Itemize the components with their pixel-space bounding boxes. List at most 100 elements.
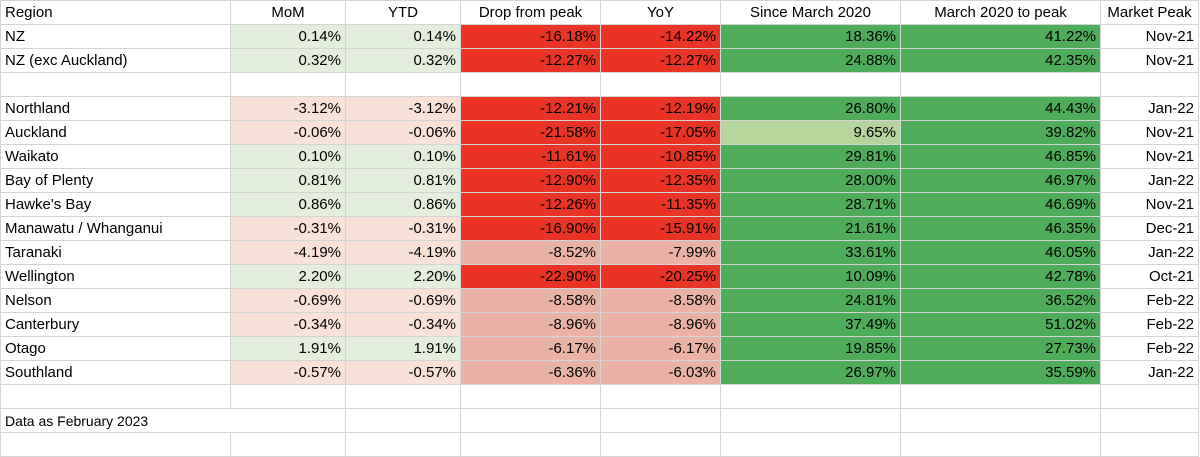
drop-from-peak-header[interactable]: Drop from peak <box>460 0 601 25</box>
market-peak-cell[interactable]: Feb-22 <box>1100 288 1199 313</box>
market-peak-header[interactable]: Market Peak <box>1100 0 1199 25</box>
since-march-2020-cell[interactable]: 21.61% <box>720 216 901 241</box>
march-2020-to-peak-cell[interactable]: 46.85% <box>900 144 1101 169</box>
yoy-cell[interactable]: -8.96% <box>600 312 721 337</box>
ytd-cell[interactable]: 2.20% <box>345 264 461 289</box>
march-2020-to-peak-cell[interactable]: 36.52% <box>900 288 1101 313</box>
empty-cell[interactable] <box>460 72 601 97</box>
mom-cell[interactable]: 2.20% <box>230 264 346 289</box>
ytd-cell[interactable]: -0.34% <box>345 312 461 337</box>
since-march-2020-cell[interactable]: 37.49% <box>720 312 901 337</box>
drop-from-peak-cell[interactable]: -6.17% <box>460 336 601 361</box>
mom-cell[interactable]: 0.14% <box>230 24 346 49</box>
yoy-cell[interactable]: -7.99% <box>600 240 721 265</box>
since-march-2020-cell[interactable]: 33.61% <box>720 240 901 265</box>
since-march-2020-cell[interactable]: 10.09% <box>720 264 901 289</box>
market-peak-cell[interactable]: Nov-21 <box>1100 48 1199 73</box>
drop-from-peak-cell[interactable]: -12.27% <box>460 48 601 73</box>
empty-cell[interactable] <box>600 384 721 409</box>
since-march-2020-cell[interactable]: 19.85% <box>720 336 901 361</box>
empty-cell[interactable] <box>0 72 231 97</box>
since-march-2020-cell[interactable]: 9.65% <box>720 120 901 145</box>
empty-cell[interactable] <box>230 384 346 409</box>
mom-header[interactable]: MoM <box>230 0 346 25</box>
market-peak-cell[interactable]: Jan-22 <box>1100 360 1199 385</box>
yoy-cell[interactable]: -17.05% <box>600 120 721 145</box>
empty-cell[interactable] <box>1100 432 1199 457</box>
march-2020-to-peak-cell[interactable]: 27.73% <box>900 336 1101 361</box>
empty-cell[interactable] <box>600 72 721 97</box>
mom-cell[interactable]: -0.69% <box>230 288 346 313</box>
ytd-cell[interactable]: 0.10% <box>345 144 461 169</box>
since-march-2020-header[interactable]: Since March 2020 <box>720 0 901 25</box>
drop-from-peak-cell[interactable]: -22.90% <box>460 264 601 289</box>
empty-cell[interactable] <box>345 432 461 457</box>
drop-from-peak-cell[interactable]: -12.21% <box>460 96 601 121</box>
yoy-cell[interactable]: -6.03% <box>600 360 721 385</box>
ytd-cell[interactable]: 0.86% <box>345 192 461 217</box>
drop-from-peak-cell[interactable]: -16.18% <box>460 24 601 49</box>
empty-cell[interactable] <box>720 432 901 457</box>
market-peak-cell[interactable]: Nov-21 <box>1100 24 1199 49</box>
empty-cell[interactable] <box>460 432 601 457</box>
yoy-cell[interactable]: -12.27% <box>600 48 721 73</box>
march-2020-to-peak-cell[interactable]: 46.05% <box>900 240 1101 265</box>
yoy-cell[interactable]: -20.25% <box>600 264 721 289</box>
market-peak-cell[interactable]: Nov-21 <box>1100 192 1199 217</box>
drop-from-peak-cell[interactable]: -8.96% <box>460 312 601 337</box>
market-peak-cell[interactable]: Nov-21 <box>1100 144 1199 169</box>
march-2020-to-peak-cell[interactable]: 39.82% <box>900 120 1101 145</box>
mom-cell[interactable]: -3.12% <box>230 96 346 121</box>
region-cell[interactable]: Hawke's Bay <box>0 192 231 217</box>
drop-from-peak-cell[interactable]: -8.58% <box>460 288 601 313</box>
mom-cell[interactable]: 0.86% <box>230 192 346 217</box>
region-cell[interactable]: Nelson <box>0 288 231 313</box>
empty-cell[interactable] <box>900 72 1101 97</box>
market-peak-cell[interactable]: Feb-22 <box>1100 336 1199 361</box>
market-peak-cell[interactable]: Feb-22 <box>1100 312 1199 337</box>
empty-cell[interactable] <box>460 408 601 433</box>
empty-cell[interactable] <box>900 384 1101 409</box>
march-2020-to-peak-cell[interactable]: 46.69% <box>900 192 1101 217</box>
region-cell[interactable]: Wellington <box>0 264 231 289</box>
ytd-cell[interactable]: -0.69% <box>345 288 461 313</box>
region-cell[interactable]: Bay of Plenty <box>0 168 231 193</box>
empty-cell[interactable] <box>230 72 346 97</box>
mom-cell[interactable]: -0.34% <box>230 312 346 337</box>
yoy-cell[interactable]: -12.19% <box>600 96 721 121</box>
mom-cell[interactable]: -0.06% <box>230 120 346 145</box>
ytd-cell[interactable]: -0.57% <box>345 360 461 385</box>
since-march-2020-cell[interactable]: 28.71% <box>720 192 901 217</box>
march-2020-to-peak-cell[interactable]: 46.35% <box>900 216 1101 241</box>
region-header[interactable]: Region <box>0 0 231 25</box>
since-march-2020-cell[interactable]: 18.36% <box>720 24 901 49</box>
since-march-2020-cell[interactable]: 24.81% <box>720 288 901 313</box>
region-cell[interactable]: NZ <box>0 24 231 49</box>
drop-from-peak-cell[interactable]: -21.58% <box>460 120 601 145</box>
mom-cell[interactable]: 0.81% <box>230 168 346 193</box>
drop-from-peak-cell[interactable]: -12.90% <box>460 168 601 193</box>
empty-cell[interactable] <box>1100 72 1199 97</box>
drop-from-peak-cell[interactable]: -16.90% <box>460 216 601 241</box>
empty-cell[interactable] <box>1100 408 1199 433</box>
yoy-cell[interactable]: -8.58% <box>600 288 721 313</box>
empty-cell[interactable] <box>345 384 461 409</box>
ytd-cell[interactable]: -0.31% <box>345 216 461 241</box>
march-2020-to-peak-cell[interactable]: 51.02% <box>900 312 1101 337</box>
yoy-cell[interactable]: -6.17% <box>600 336 721 361</box>
region-cell[interactable]: Southland <box>0 360 231 385</box>
yoy-cell[interactable]: -15.91% <box>600 216 721 241</box>
empty-cell[interactable] <box>460 384 601 409</box>
mom-cell[interactable]: 0.32% <box>230 48 346 73</box>
ytd-header[interactable]: YTD <box>345 0 461 25</box>
empty-cell[interactable] <box>900 432 1101 457</box>
market-peak-cell[interactable]: Oct-21 <box>1100 264 1199 289</box>
drop-from-peak-cell[interactable]: -8.52% <box>460 240 601 265</box>
since-march-2020-cell[interactable]: 28.00% <box>720 168 901 193</box>
empty-cell[interactable] <box>345 72 461 97</box>
region-cell[interactable]: Waikato <box>0 144 231 169</box>
empty-cell[interactable] <box>1100 384 1199 409</box>
empty-cell[interactable] <box>600 432 721 457</box>
empty-cell[interactable] <box>720 384 901 409</box>
region-cell[interactable]: Northland <box>0 96 231 121</box>
